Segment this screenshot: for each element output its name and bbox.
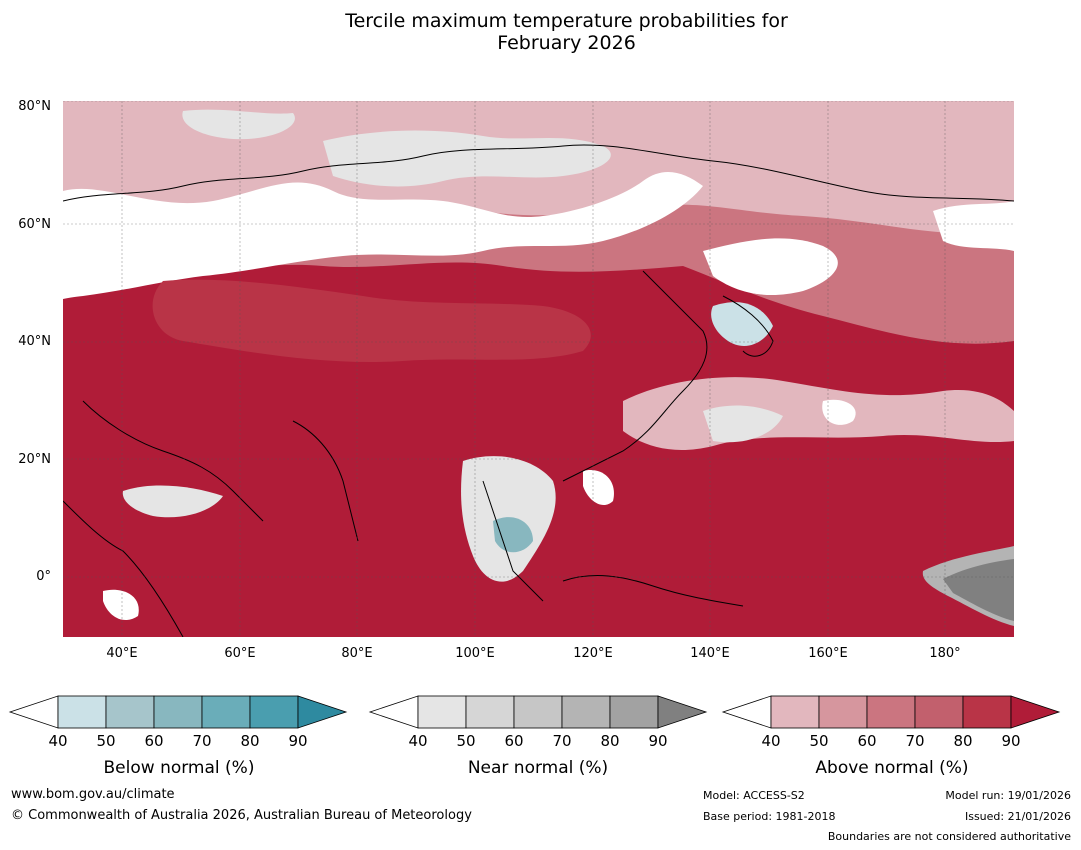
legend-2-segment-5: [962, 695, 1012, 729]
lat-label-80n: 80°N: [18, 99, 51, 114]
legend-0-tick-50: 50: [96, 732, 115, 750]
legend-above-normal: 40 50 60 70 80 90: [721, 695, 1061, 750]
legend-1-tick-90: 90: [648, 732, 667, 750]
coast-india: [292, 420, 359, 542]
legend-below-normal: 40 50 60 70 80 90: [8, 695, 348, 750]
legend-0-tick-80: 80: [240, 732, 259, 750]
legend-0-segment-3: [153, 695, 203, 729]
region-siberia-near: [323, 130, 611, 187]
legend-0-segment-1: [57, 695, 107, 729]
region-horn-near: [122, 485, 223, 518]
coastlines: [63, 144, 1014, 637]
legend-0-tick-70: 70: [192, 732, 211, 750]
coast-japan: [722, 295, 774, 357]
region-philippines-white: [583, 470, 614, 506]
region-japan-below: [711, 302, 773, 346]
legend-1-segment-4: [561, 695, 611, 729]
legend-1-tick-40: 40: [408, 732, 427, 750]
region-indochina-below: [493, 517, 533, 553]
title-line-2: February 2026: [497, 32, 636, 54]
legend-caption-near: Near normal (%): [467, 758, 609, 778]
legend-2-tick-80: 80: [953, 732, 972, 750]
region-siberia-white: [63, 171, 703, 299]
legend-near-normal: 40 50 60 70 80 90: [368, 695, 708, 750]
legend-caption-below: Below normal (%): [103, 758, 255, 778]
footer-model: Model: ACCESS-S2: [703, 789, 805, 802]
legend-1-tick-80: 80: [600, 732, 619, 750]
legend-2-tick-40: 40: [761, 732, 780, 750]
lat-label-0: 0°: [36, 569, 51, 584]
legend-1-high-triangle: [657, 695, 708, 729]
legend-0-tick-90: 90: [288, 732, 307, 750]
legend-1-segment-1: [417, 695, 467, 729]
lon-label-100e: 100°E: [455, 646, 495, 661]
legend-2-high-triangle: [1010, 695, 1061, 729]
lat-label-20n: 20°N: [18, 452, 51, 467]
region-africa-white: [103, 589, 139, 621]
region-pacific-near-inner: [943, 559, 1014, 621]
legend-1-segment-3: [513, 695, 563, 729]
lon-label-60e: 60°E: [224, 646, 256, 661]
footer-base-period: Base period: 1981-2018: [703, 810, 836, 823]
graticule: [63, 101, 1014, 637]
legend-2-tick-70: 70: [905, 732, 924, 750]
legend-2-segment-2: [818, 695, 868, 729]
region-central-asia-high: [152, 279, 591, 362]
legend-0-segment-4: [201, 695, 251, 729]
legend-1-tick-60: 60: [504, 732, 523, 750]
coast-malay: [482, 480, 544, 602]
legend-caption-above: Above normal (%): [815, 758, 969, 778]
coast-arabia: [82, 400, 264, 522]
title-line-1: Tercile maximum temperature probabilitie…: [345, 10, 788, 32]
legend-2-tick-50: 50: [809, 732, 828, 750]
legend-1-tick-70: 70: [552, 732, 571, 750]
probability-map: [63, 101, 1014, 637]
footer-website: www.bom.gov.au/climate: [11, 787, 175, 802]
legend-0-high-triangle: [297, 695, 348, 729]
legend-1-segment-2: [465, 695, 515, 729]
footer-issued: Issued: 21/01/2026: [964, 810, 1071, 823]
lon-label-180: 180°: [929, 646, 961, 661]
legend-0-segment-2: [105, 695, 155, 729]
footer-disclaimer: Boundaries are not considered authoritat…: [827, 830, 1071, 843]
legend-2-low-triangle: [721, 695, 772, 729]
footer-model-run: Model run: 19/01/2026: [945, 789, 1071, 802]
region-pacific-near-1: [703, 405, 783, 443]
legend-0-tick-40: 40: [48, 732, 67, 750]
legend-2-segment-3: [866, 695, 916, 729]
map-svg: [63, 101, 1014, 637]
legend-1-low-triangle: [368, 695, 419, 729]
legend-0-tick-60: 60: [144, 732, 163, 750]
lon-label-160e: 160°E: [808, 646, 848, 661]
region-pacific-white-1: [822, 399, 856, 425]
lon-label-40e: 40°E: [106, 646, 138, 661]
legend-0-segment-5: [249, 695, 299, 729]
lat-label-40n: 40°N: [18, 334, 51, 349]
legend-1-segment-5: [609, 695, 659, 729]
lon-label-140e: 140°E: [690, 646, 730, 661]
region-okhotsk-white: [703, 238, 838, 296]
region-bering-white: [933, 201, 1014, 251]
lat-label-60n: 60°N: [18, 217, 51, 232]
coast-arctic: [63, 144, 1014, 202]
legend-1-tick-50: 50: [456, 732, 475, 750]
legend-bars: 40 50 60 70 80 90 40 50 60 70 80 90 40 50 60 70 80 90: [8, 695, 1061, 750]
legend-2-segment-4: [914, 695, 964, 729]
coast-indonesia: [562, 575, 744, 607]
legend-0-low-triangle: [8, 695, 59, 729]
lon-label-80e: 80°E: [341, 646, 373, 661]
lon-label-120e: 120°E: [573, 646, 613, 661]
legend-2-tick-60: 60: [857, 732, 876, 750]
legend-2-tick-90: 90: [1001, 732, 1020, 750]
map-title: Tercile maximum temperature probabilitie…: [0, 10, 1081, 54]
region-arctic-near: [182, 109, 295, 140]
legend-2-segment-1: [770, 695, 820, 729]
footer-copyright: © Commonwealth of Australia 2026, Austra…: [11, 808, 472, 823]
coast-africa: [63, 500, 184, 637]
